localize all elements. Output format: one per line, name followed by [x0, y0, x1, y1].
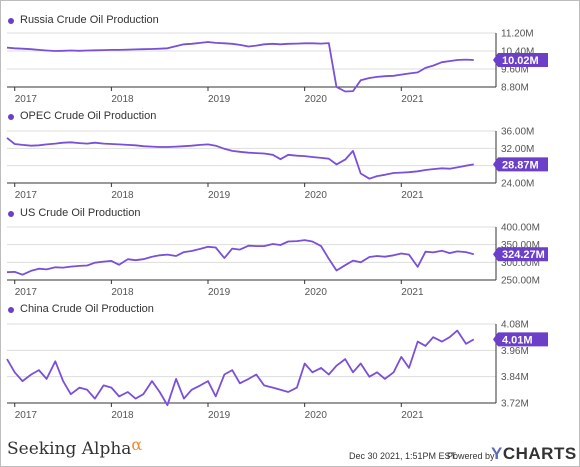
alpha-symbol: α	[131, 435, 143, 454]
x-tick-label-russia-1: 2018	[111, 94, 134, 105]
panel-title-china: China Crude Oil Production	[20, 303, 154, 315]
panel-title-opec: OPEC Crude Oil Production	[20, 110, 157, 122]
x-tick-label-china-3: 2020	[305, 410, 328, 421]
y-tick-label-russia-1: 10.40M	[501, 47, 534, 58]
x-tick-label-us-0: 2017	[15, 287, 38, 298]
x-tick-label-us-1: 2018	[111, 287, 134, 298]
x-tick-label-opec-1: 2018	[111, 190, 134, 201]
seeking-alpha-wordmark: Seeking Alpha	[7, 439, 132, 459]
legend-dot-russia	[8, 18, 14, 24]
x-tick-label-opec-0: 2017	[15, 190, 38, 201]
y-tick-label-us-1: 350.00M	[501, 240, 540, 251]
x-tick-label-china-2: 2019	[208, 410, 231, 421]
x-tick-label-china-1: 2018	[111, 410, 134, 421]
y-tick-label-us-0: 400.00M	[501, 223, 540, 234]
series-line-russia	[6, 41, 474, 93]
last-value-badge-china	[493, 332, 548, 347]
ycharts-wordmark: CHARTS	[502, 444, 577, 463]
x-tick-label-china-4: 2021	[401, 410, 424, 421]
series-line-opec	[6, 137, 474, 180]
y-tick-label-china-1: 3.96M	[501, 346, 529, 357]
y-tick-label-opec-0: 36.00M	[501, 127, 534, 138]
y-tick-label-opec-1: 32.00M	[501, 144, 534, 155]
y-tick-label-china-0: 4.08M	[501, 320, 529, 331]
series-line-us	[6, 239, 475, 276]
y-tick-label-china-3: 3.72M	[501, 399, 529, 410]
last-value-label-opec: 28.87M	[502, 159, 539, 171]
footer-timestamp: Dec 30 2021, 1:51PM EST.	[349, 451, 458, 461]
x-tick-label-opec-4: 2021	[401, 190, 424, 201]
x-tick-label-russia-2: 2019	[208, 94, 231, 105]
panel-title-us: US Crude Oil Production	[20, 207, 141, 219]
y-tick-label-russia-3: 8.80M	[501, 83, 529, 94]
x-tick-label-russia-4: 2021	[401, 94, 424, 105]
legend-dot-china	[8, 307, 14, 313]
x-tick-label-russia-0: 2017	[15, 94, 38, 105]
last-value-badge-opec	[493, 157, 548, 172]
x-tick-label-opec-3: 2020	[305, 190, 328, 201]
last-value-label-russia: 10.02M	[502, 55, 539, 67]
ycharts-logo: YCHARTS	[491, 444, 577, 464]
ycharts-y-letter: Y	[491, 444, 503, 463]
x-tick-label-us-4: 2021	[401, 287, 424, 298]
last-value-badge-russia	[493, 53, 548, 67]
y-tick-label-china-2: 3.84M	[501, 372, 529, 383]
x-tick-label-russia-3: 2020	[305, 94, 328, 105]
last-value-label-us: 324.27M	[502, 249, 545, 261]
y-tick-label-russia-2: 9.60M	[501, 65, 529, 76]
y-tick-label-russia-0: 11.20M	[501, 29, 534, 40]
series-line-china	[6, 329, 475, 407]
y-tick-label-us-3: 250.00M	[501, 276, 540, 287]
footer-powered-by: Powered by	[447, 451, 495, 461]
last-value-label-china: 4.01M	[502, 334, 533, 346]
x-tick-label-us-2: 2019	[208, 287, 231, 298]
y-tick-label-us-2: 300.00M	[501, 258, 540, 269]
x-tick-label-opec-2: 2019	[208, 190, 231, 201]
seeking-alpha-logo: Seeking Alphaα	[7, 435, 142, 459]
x-tick-label-china-0: 2017	[15, 410, 38, 421]
last-value-badge-us	[493, 247, 548, 262]
x-tick-label-us-3: 2020	[305, 287, 328, 298]
panel-title-russia: Russia Crude Oil Production	[20, 14, 159, 26]
legend-dot-opec	[8, 114, 14, 120]
y-tick-label-opec-3: 24.00M	[501, 179, 534, 190]
legend-dot-us	[8, 211, 14, 217]
